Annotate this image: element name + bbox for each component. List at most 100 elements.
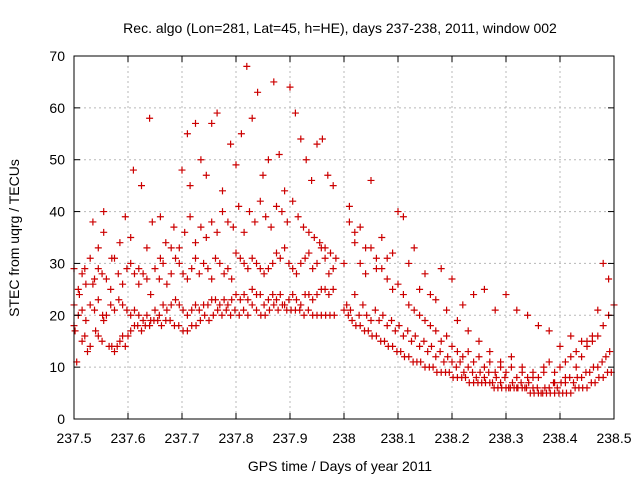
- data-point: [460, 368, 468, 376]
- data-point: [107, 285, 115, 293]
- data-point: [167, 270, 175, 278]
- data-point: [232, 291, 240, 299]
- data-point: [100, 228, 108, 236]
- data-point: [513, 384, 521, 392]
- data-point: [340, 259, 348, 267]
- x-tick-label: 238.1: [380, 430, 415, 446]
- data-point: [179, 306, 187, 314]
- data-point: [211, 296, 219, 304]
- data-point: [491, 368, 499, 376]
- data-point: [389, 285, 397, 293]
- data-point: [123, 265, 131, 273]
- data-point: [594, 363, 602, 371]
- data-point: [256, 197, 264, 205]
- data-point: [424, 348, 432, 356]
- data-point: [84, 348, 91, 356]
- data-point: [244, 311, 252, 319]
- data-point: [388, 316, 396, 324]
- data-point: [305, 228, 313, 236]
- data-point: [475, 337, 483, 345]
- data-point: [237, 130, 245, 138]
- data-point: [356, 322, 364, 330]
- data-point: [219, 187, 226, 195]
- data-point: [545, 384, 553, 392]
- data-point: [81, 265, 89, 273]
- data-point: [82, 316, 90, 324]
- data-point: [325, 291, 333, 299]
- data-point: [570, 379, 577, 387]
- data-point: [427, 342, 435, 350]
- data-point: [367, 316, 375, 324]
- data-point: [316, 239, 324, 247]
- data-point: [507, 363, 515, 371]
- data-point: [594, 306, 602, 314]
- data-point: [94, 296, 102, 304]
- data-point: [472, 374, 480, 382]
- data-point: [283, 218, 291, 226]
- data-point: [224, 218, 232, 226]
- data-point: [240, 228, 248, 236]
- data-point: [205, 316, 213, 324]
- data-point: [175, 259, 183, 267]
- data-point: [100, 208, 108, 216]
- data-point: [192, 322, 200, 330]
- data-point: [602, 353, 610, 361]
- data-point: [421, 270, 429, 278]
- data-point: [389, 249, 397, 257]
- data-point: [276, 291, 284, 299]
- data-point: [130, 306, 138, 314]
- data-point: [86, 301, 94, 309]
- data-point: [313, 259, 321, 267]
- data-point: [583, 384, 591, 392]
- data-point: [94, 265, 102, 273]
- data-point: [399, 291, 407, 299]
- data-point: [599, 322, 607, 330]
- y-tick-label: 70: [49, 48, 65, 64]
- data-point: [551, 368, 559, 376]
- data-point: [383, 254, 391, 262]
- data-point: [492, 374, 500, 382]
- data-point: [183, 311, 191, 319]
- data-point: [534, 322, 542, 330]
- data-point: [216, 259, 224, 267]
- data-point: [405, 301, 413, 309]
- data-point: [294, 213, 302, 221]
- data-point: [94, 332, 102, 340]
- data-point: [197, 156, 205, 164]
- data-point: [220, 270, 228, 278]
- data-point: [356, 259, 364, 267]
- x-tick-label: 237.6: [110, 430, 145, 446]
- data-point: [143, 311, 151, 319]
- data-point: [344, 311, 352, 319]
- data-point: [224, 265, 232, 273]
- data-point: [240, 306, 248, 314]
- data-point: [286, 83, 294, 91]
- data-point: [274, 306, 282, 314]
- data-point: [432, 327, 440, 335]
- data-point: [410, 244, 418, 252]
- data-point: [416, 285, 424, 293]
- data-point: [175, 244, 183, 252]
- y-tick-label: 50: [49, 152, 65, 168]
- data-point: [172, 254, 180, 262]
- data-point: [480, 363, 488, 371]
- data-point: [275, 151, 283, 159]
- data-point: [462, 374, 469, 382]
- data-point: [440, 358, 448, 366]
- data-point: [196, 316, 204, 324]
- data-point: [469, 368, 477, 376]
- data-point: [416, 342, 424, 350]
- data-point: [397, 348, 405, 356]
- data-point: [524, 311, 532, 319]
- data-point: [561, 358, 569, 366]
- data-point: [147, 291, 155, 299]
- data-point: [372, 254, 380, 262]
- data-point: [464, 363, 472, 371]
- data-point: [183, 275, 191, 283]
- data-point: [186, 213, 194, 221]
- data-point: [310, 234, 318, 241]
- data-point: [281, 244, 289, 252]
- data-point: [235, 311, 243, 319]
- data-point: [445, 368, 453, 376]
- data-point: [497, 379, 505, 387]
